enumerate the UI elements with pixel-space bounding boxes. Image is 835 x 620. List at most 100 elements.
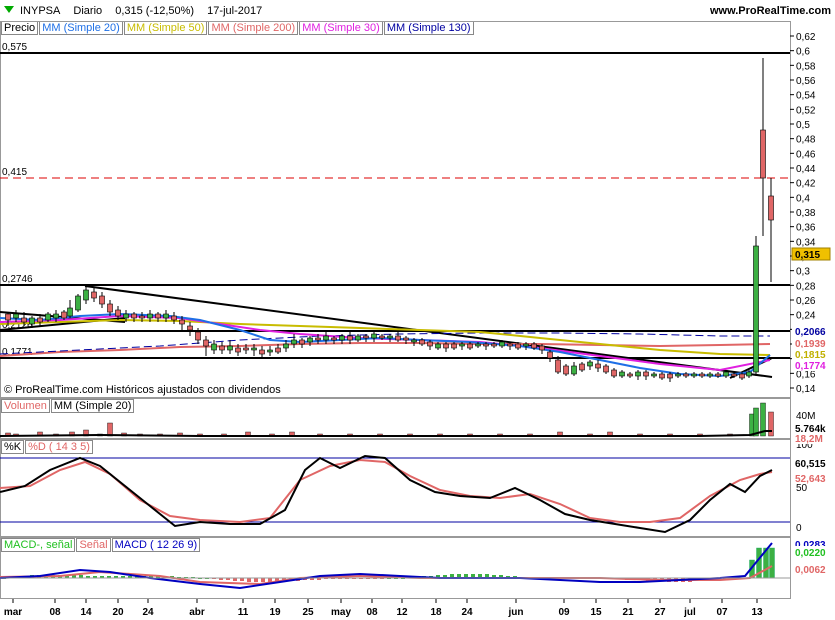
candle[interactable]	[203, 336, 209, 356]
candle[interactable]	[643, 370, 649, 380]
candle[interactable]	[371, 330, 377, 342]
candle[interactable]	[443, 342, 449, 352]
site-link[interactable]: www.ProRealTime.com	[709, 5, 831, 17]
candle[interactable]	[99, 292, 105, 308]
candle[interactable]	[675, 372, 681, 378]
candle[interactable]	[491, 342, 497, 348]
candle[interactable]	[427, 340, 433, 350]
horizontal-levels[interactable]: 0,575 0,415 0,2746 0,2126 0,1771	[0, 42, 790, 359]
candle[interactable]	[467, 342, 473, 350]
candle[interactable]	[147, 310, 153, 322]
candle[interactable]	[53, 310, 59, 322]
candle[interactable]	[451, 342, 457, 350]
price-candles[interactable]	[5, 58, 774, 382]
candle[interactable]	[611, 368, 617, 378]
candle[interactable]	[715, 372, 721, 378]
candle[interactable]	[395, 332, 401, 342]
symbol[interactable]: INYPSA	[20, 5, 61, 17]
legend-macd-line[interactable]: MACD ( 12 26 9)	[111, 538, 201, 552]
candle[interactable]	[603, 364, 609, 374]
legend-volume[interactable]: Volumen	[1, 399, 50, 413]
candle[interactable]	[323, 332, 329, 344]
candle[interactable]	[291, 334, 297, 348]
candle[interactable]	[760, 58, 766, 236]
candle[interactable]	[563, 364, 569, 376]
candle[interactable]	[587, 360, 593, 370]
candle[interactable]	[523, 342, 529, 350]
legend-stoch-k[interactable]: %K	[1, 440, 25, 454]
candle[interactable]	[283, 340, 289, 352]
candle[interactable]	[275, 344, 281, 354]
legend-stoch-d[interactable]: %D ( 14 3 5)	[25, 440, 93, 454]
legend-volume-sma[interactable]: MM (Simple 20)	[50, 399, 135, 413]
candle[interactable]	[659, 372, 665, 380]
candle[interactable]	[379, 334, 385, 340]
candle[interactable]	[459, 342, 465, 350]
candle[interactable]	[299, 338, 305, 348]
candle[interactable]	[387, 334, 393, 342]
candle[interactable]	[579, 362, 585, 372]
candle[interactable]	[315, 334, 321, 344]
candle[interactable]	[13, 310, 19, 322]
candle[interactable]	[21, 312, 27, 326]
legend-sma30[interactable]: MM (Simple 30)	[299, 21, 383, 35]
candle[interactable]	[363, 334, 369, 342]
candle[interactable]	[483, 342, 489, 350]
candle[interactable]	[403, 336, 409, 344]
candle[interactable]	[699, 372, 705, 378]
legend-price[interactable]: Precio	[1, 21, 39, 35]
candle[interactable]	[746, 370, 752, 378]
candle[interactable]	[507, 342, 513, 350]
candle[interactable]	[331, 336, 337, 344]
candle[interactable]	[707, 372, 713, 378]
candle[interactable]	[91, 288, 97, 302]
candle[interactable]	[171, 312, 177, 324]
candle[interactable]	[547, 350, 553, 362]
candle[interactable]	[61, 310, 67, 320]
candle[interactable]	[595, 360, 601, 372]
candle[interactable]	[251, 344, 257, 356]
candle[interactable]	[355, 334, 361, 342]
legend-sma50[interactable]: MM (Simple 50)	[123, 21, 208, 35]
candle[interactable]	[243, 344, 249, 354]
candle[interactable]	[37, 314, 43, 326]
candle[interactable]	[131, 312, 137, 322]
candle[interactable]	[555, 356, 561, 374]
candle[interactable]	[155, 312, 161, 322]
candle[interactable]	[571, 362, 577, 376]
candle[interactable]	[5, 312, 11, 326]
candle[interactable]	[739, 372, 745, 380]
candle[interactable]	[539, 344, 545, 354]
candle[interactable]	[211, 340, 217, 354]
candle[interactable]	[307, 336, 313, 346]
candle[interactable]	[195, 328, 201, 344]
candle[interactable]	[723, 370, 729, 378]
candle[interactable]	[123, 310, 129, 322]
candle[interactable]	[29, 316, 35, 328]
candle[interactable]	[531, 342, 537, 350]
candle[interactable]	[45, 312, 51, 322]
candle[interactable]	[139, 312, 145, 322]
candle[interactable]	[115, 306, 121, 320]
candle[interactable]	[107, 300, 113, 316]
candle[interactable]	[627, 372, 633, 378]
candle[interactable]	[691, 372, 697, 378]
candle[interactable]	[235, 344, 241, 356]
legend-macd-hist[interactable]: MACD-, señal	[1, 538, 76, 552]
candle[interactable]	[753, 236, 759, 376]
candle[interactable]	[347, 332, 353, 344]
candle[interactable]	[768, 178, 774, 282]
legend-sma130[interactable]: MM (Simple 130)	[383, 21, 474, 35]
candle[interactable]	[475, 342, 481, 348]
candle[interactable]	[635, 370, 641, 380]
candle[interactable]	[259, 346, 265, 358]
legend-sma20[interactable]: MM (Simple 20)	[39, 21, 123, 35]
candle[interactable]	[179, 316, 185, 330]
candle[interactable]	[219, 342, 225, 354]
candle[interactable]	[515, 342, 521, 350]
candle[interactable]	[435, 342, 441, 350]
candle[interactable]	[683, 372, 689, 378]
period[interactable]: Diario	[73, 5, 103, 17]
candle[interactable]	[419, 338, 425, 346]
